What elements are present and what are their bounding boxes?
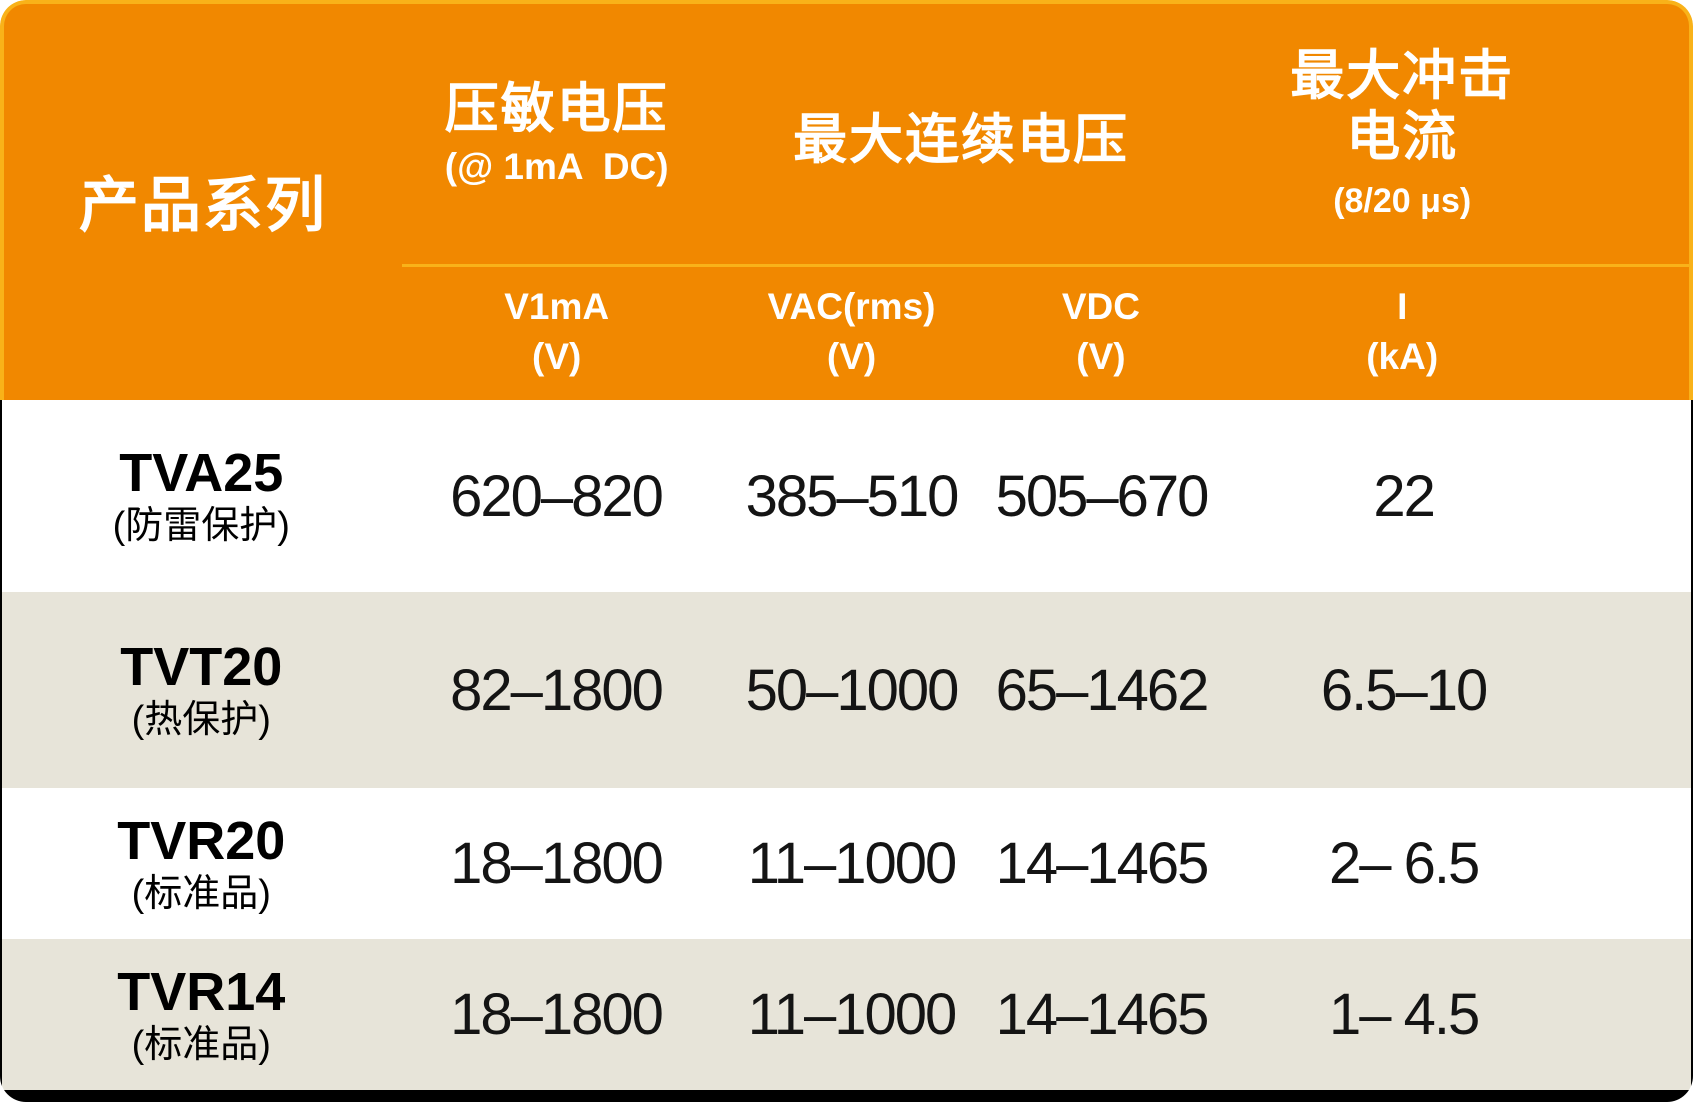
- column-header-max-surge-current: 最大冲击 电流 (8/20 μs): [1210, 4, 1689, 264]
- table-row-tvr20: TVR20 (标准品) 18–1800 11–1000 14–1465 2– 6…: [2, 788, 1691, 939]
- surge-current-value: 6.5–10: [1320, 657, 1488, 723]
- vac-rms-value: 11–1000: [747, 831, 958, 896]
- vdc-value: 65–1462: [995, 657, 1210, 723]
- column-header-product-series: 产品系列: [4, 4, 402, 396]
- surge-current-value: 1– 4.5: [1328, 982, 1480, 1047]
- v1ma-symbol: V1mA: [504, 285, 610, 327]
- vac-rms-value: 11–1000: [747, 982, 958, 1047]
- subheader-surge-current: I (kA): [1210, 264, 1689, 396]
- column-header-varistor-voltage: 压敏电压 (@ 1mA DC): [402, 4, 712, 264]
- surge-current-value: 22: [1373, 463, 1436, 529]
- series-note: (防雷保护): [112, 505, 290, 548]
- subheader-vac-rms: VAC(rms) (V): [711, 264, 992, 396]
- max-continuous-voltage-title: 最大连续电压: [793, 109, 1130, 170]
- table-body: TVA25 (防雷保护) 620–820 385–510 505–670 22 …: [0, 400, 1693, 1090]
- vdc-value: 14–1465: [995, 982, 1210, 1047]
- v1ma-value: 18–1800: [450, 982, 664, 1047]
- vac-rms-symbol: VAC(rms): [767, 285, 936, 327]
- subheader-vdc: VDC (V): [991, 264, 1211, 396]
- vdc-symbol: VDC: [1061, 285, 1140, 327]
- series-cell: TVT20 (热保护): [2, 636, 401, 744]
- series-name: TVT20: [120, 637, 283, 698]
- vdc-unit: (V): [1076, 335, 1126, 377]
- vdc-value: 505–670: [995, 463, 1210, 529]
- v1ma-value: 620–820: [450, 463, 664, 529]
- table-row-tvr14: TVR14 (标准品) 18–1800 11–1000 14–1465 1– 4…: [2, 939, 1691, 1090]
- series-note: (热保护): [131, 699, 271, 742]
- max-surge-current-condition: (8/20 μs): [1333, 182, 1472, 221]
- varistor-voltage-title: 压敏电压: [444, 78, 669, 139]
- vac-rms-unit: (V): [826, 335, 877, 377]
- table-header: 产品系列 压敏电压 (@ 1mA DC) 最大连续电压 最大冲击 电流 (8/2…: [0, 0, 1693, 400]
- vac-rms-value: 385–510: [745, 463, 960, 529]
- series-name: TVR14: [117, 961, 286, 1022]
- surge-current-symbol: I: [1397, 285, 1408, 327]
- column-header-max-continuous-voltage: 最大连续电压: [712, 4, 1211, 264]
- max-surge-current-title-line1: 最大冲击: [1290, 46, 1515, 107]
- v1ma-value: 82–1800: [450, 657, 664, 723]
- series-name: TVR20: [117, 810, 286, 871]
- series-note: (标准品): [131, 872, 271, 915]
- subheader-v1ma: V1mA (V): [401, 264, 712, 396]
- series-cell: TVA25 (防雷保护): [2, 442, 401, 550]
- series-cell: TVR14 (标准品): [2, 961, 401, 1069]
- bottom-frame-bar: [0, 1090, 1693, 1102]
- surge-current-unit: (kA): [1366, 335, 1439, 377]
- varistor-voltage-condition: (@ 1mA DC): [444, 146, 669, 188]
- v1ma-value: 18–1800: [450, 831, 664, 896]
- series-name: TVA25: [119, 443, 284, 504]
- series-cell: TVR20 (标准品): [2, 810, 401, 918]
- vac-rms-value: 50–1000: [745, 657, 960, 723]
- table-row-tva25: TVA25 (防雷保护) 620–820 385–510 505–670 22: [2, 400, 1691, 592]
- surge-current-value: 2– 6.5: [1328, 831, 1480, 896]
- product-series-label: 产品系列: [78, 171, 327, 239]
- series-note: (标准品): [131, 1023, 271, 1066]
- table-row-tvt20: TVT20 (热保护) 82–1800 50–1000 65–1462 6.5–…: [2, 592, 1691, 788]
- max-surge-current-title-line2: 电流: [1346, 106, 1459, 167]
- v1ma-unit: (V): [532, 335, 582, 377]
- vdc-value: 14–1465: [995, 831, 1210, 896]
